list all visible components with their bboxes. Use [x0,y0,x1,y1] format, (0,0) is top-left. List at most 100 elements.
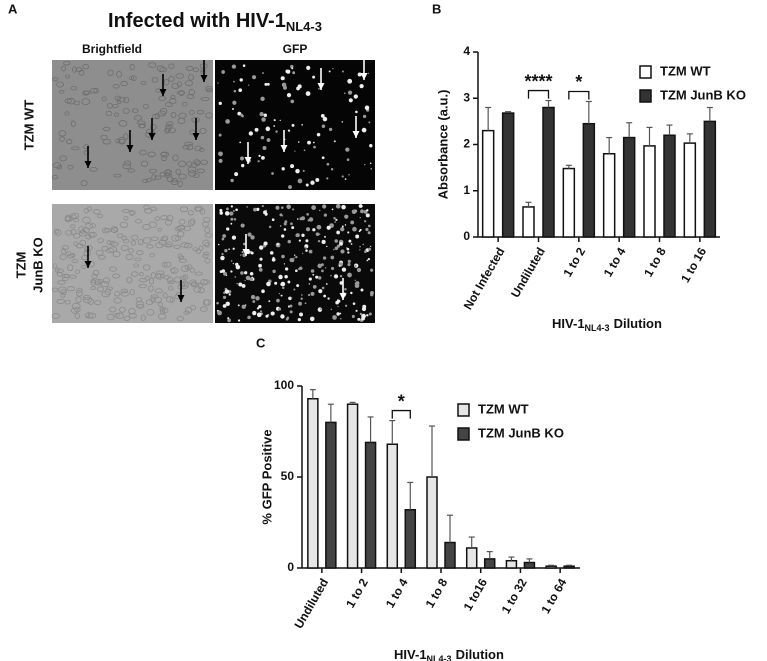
cell [83,144,90,150]
cell [194,207,203,212]
gfp-cell [312,228,316,232]
cell [161,261,168,268]
cell [171,83,180,89]
cell [65,229,73,236]
gfp-cell [351,209,357,214]
gfp-cell [356,267,362,273]
gfp-cell [230,178,234,183]
x-axis-label: HIV-1NL4-3 Dilution [394,647,504,661]
cell [70,85,78,91]
cell [70,253,76,258]
gfp-cell [280,314,285,319]
gfp-cell [240,113,244,117]
gfp-cell [294,254,296,256]
gfp-cell [258,245,264,250]
cell [163,78,170,86]
gfp-cell [292,71,296,75]
cell [81,98,91,106]
gfp-cell [258,304,262,309]
gfp-cell [218,151,223,157]
gfp-cell [301,233,305,237]
gfp-cell [336,312,340,316]
gfp-cell [305,239,309,243]
gfp-cell [304,246,307,249]
cell [95,249,104,256]
gfp-cell [359,84,364,89]
gfp-cell [325,267,327,269]
gfp-cell [334,221,336,223]
gfp-cell [352,302,356,305]
row-label: TZM WT [21,100,36,151]
gfp-cell [290,99,295,104]
cell [71,302,81,310]
cell [52,77,59,82]
gfp-cell [259,112,264,117]
x-tick-label: 1 to16 [461,576,491,613]
cell [66,97,76,105]
cell [180,265,190,272]
error-bar [566,564,573,567]
cell [204,226,211,234]
gfp-cell [340,317,342,320]
gfp-cell [222,234,227,238]
cell [113,297,122,304]
gfp-cell [262,146,267,150]
cell [167,280,175,285]
gfp-cell [253,207,257,212]
gfp-cell [357,72,362,77]
gfp-cell [359,228,362,232]
cell [71,259,79,263]
cell [133,263,140,268]
y-tick-label: 4 [463,44,470,58]
bar [325,421,337,569]
gfp-cell [279,119,281,121]
gfp-cell [318,87,320,90]
gfp-cell [326,225,331,230]
gfp-cell [271,172,274,175]
gfp-cell [310,180,315,185]
gfp-cell [266,82,270,86]
cell [200,67,206,73]
gfp-cell [274,281,278,285]
cell [79,239,87,247]
row-label: TZM [13,252,28,279]
gfp-cell [234,276,237,278]
gfp-cell [260,96,265,101]
x-tick-label: 1 to 64 [538,576,569,616]
gfp-cell [262,72,264,74]
cell [120,245,129,251]
cell [63,274,70,278]
cell [199,147,205,152]
gfp-cell [310,291,315,296]
cell [179,206,189,213]
cell [127,168,136,173]
gfp-cell [298,266,303,271]
cell [84,223,94,230]
x-tick-label: 1 to 8 [641,245,669,279]
cell [94,300,102,306]
error-bar [486,551,493,559]
gfp-cell [370,268,374,272]
cell [177,230,185,238]
cell [112,251,121,258]
cell [97,213,104,219]
gfp-cell [330,167,334,171]
cell [176,90,186,95]
x-tick-label: Not Infected [461,245,508,312]
cell [82,216,91,224]
gfp-cell [273,119,276,122]
gfp-cell [219,208,223,212]
cell [160,215,169,221]
gfp-cell [306,213,309,216]
panel-letter: C [256,335,266,350]
cell [175,73,184,79]
gfp-cell [348,239,352,243]
gfp-cell [308,283,311,285]
cell [164,128,171,134]
gfp-cell [345,304,348,307]
significance-bracket [568,90,590,100]
cell [150,272,156,279]
gfp-cell [232,210,235,212]
gfp-cell [317,240,321,243]
error-bar [686,133,693,144]
